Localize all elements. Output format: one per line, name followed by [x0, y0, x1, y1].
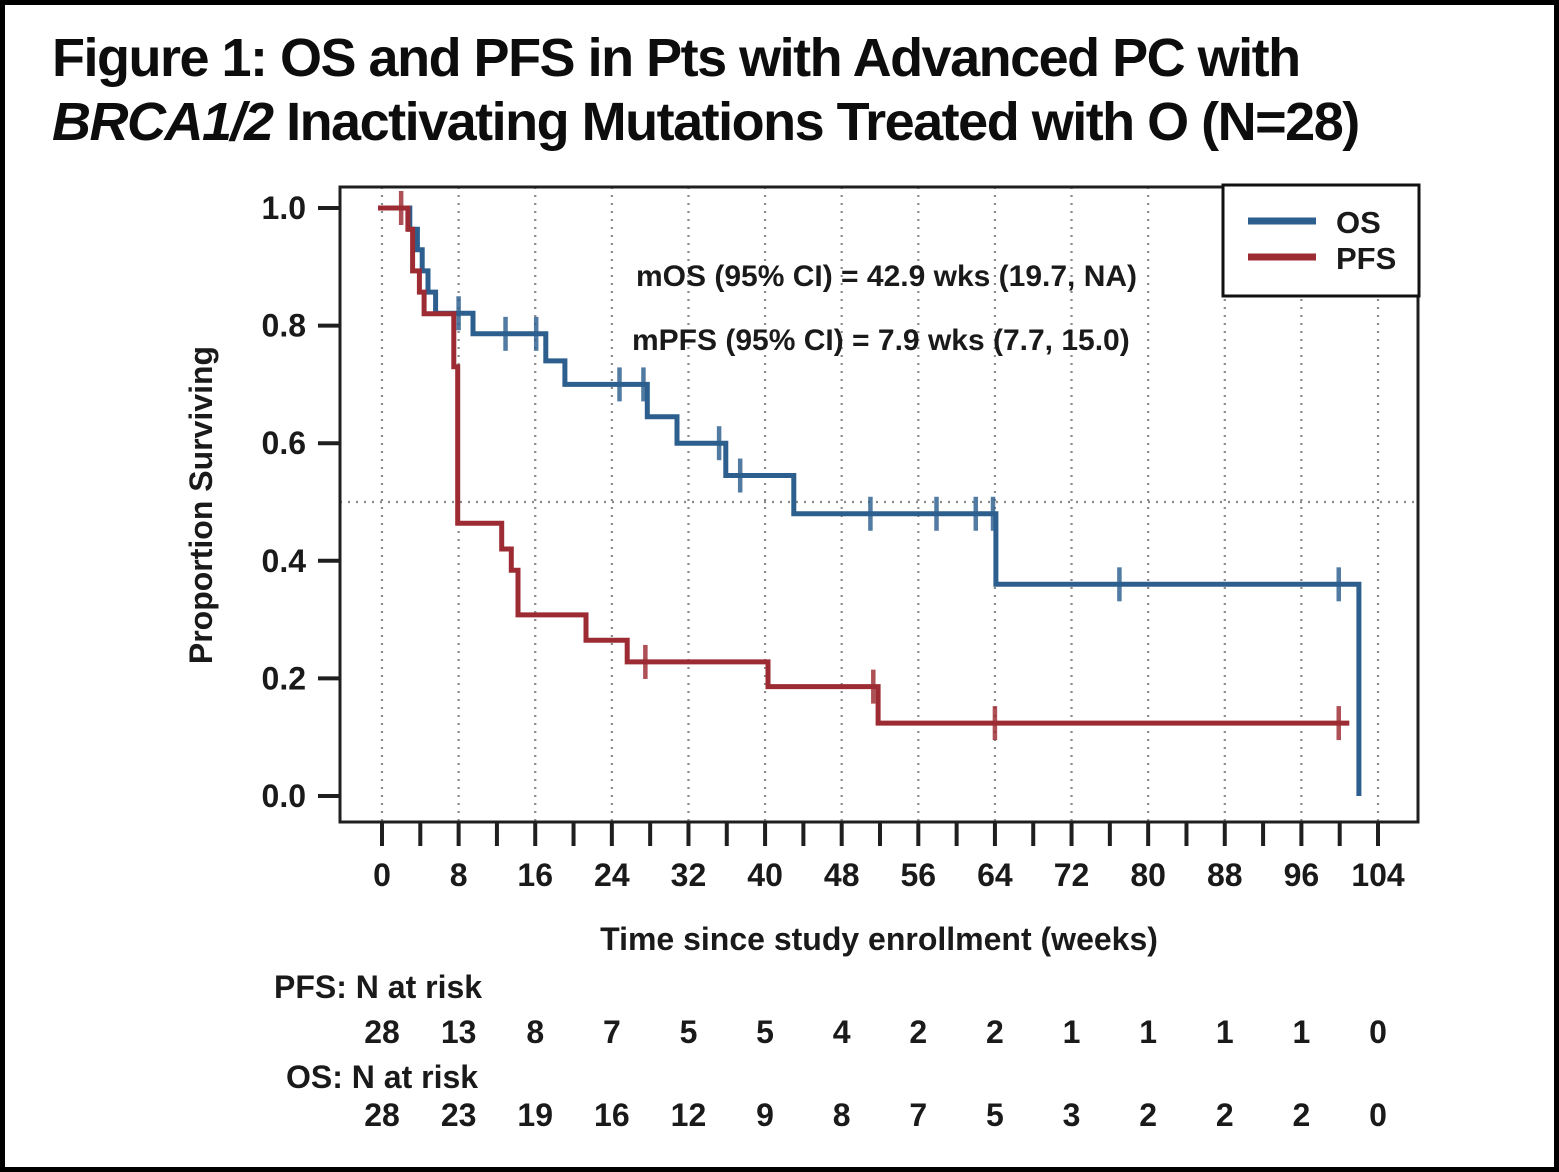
y-tick-label: 1.0 — [262, 190, 306, 226]
x-tick-label: 88 — [1207, 857, 1243, 893]
risk-count: 0 — [1369, 1097, 1387, 1133]
risk-count: 0 — [1369, 1014, 1387, 1050]
risk-count: 1 — [1139, 1014, 1157, 1050]
x-tick-label: 0 — [373, 857, 391, 893]
pfs-step-line — [378, 205, 1350, 726]
risk-count: 7 — [603, 1014, 621, 1050]
x-axis: 0 8 16 24 32 40 48 56 64 72 80 88 96 104 — [373, 822, 1405, 893]
pfs-curve — [378, 191, 1350, 741]
risk-count: 8 — [833, 1097, 851, 1133]
legend-box — [1221, 183, 1421, 298]
x-tick-label: 64 — [977, 857, 1013, 893]
x-tick-label: 24 — [594, 857, 630, 893]
y-tick-label: 0.4 — [262, 543, 307, 579]
x-tick-label: 104 — [1351, 857, 1405, 893]
risk-count: 7 — [909, 1097, 927, 1133]
legend-label-pfs: PFS — [1336, 241, 1396, 276]
risk-count: 9 — [756, 1097, 774, 1133]
figure-title-line2: BRCA1/2 Inactivating Mutations Treated w… — [52, 92, 1360, 152]
y-tick-label: 0.0 — [262, 778, 306, 814]
risk-row-label-pfs: PFS: N at risk — [274, 969, 482, 1005]
risk-row-label-os: OS: N at risk — [286, 1059, 478, 1095]
os-curve — [378, 205, 1362, 796]
y-tick-label: 0.6 — [262, 425, 306, 461]
risk-count: 8 — [526, 1014, 544, 1050]
risk-count: 5 — [680, 1014, 698, 1050]
gene-name-italic: BRCA1/2 — [52, 92, 274, 152]
risk-count: 16 — [594, 1097, 630, 1133]
risk-count: 19 — [517, 1097, 553, 1133]
x-tick-label: 8 — [450, 857, 468, 893]
x-axis-title: Time since study enrollment (weeks) — [600, 921, 1158, 957]
risk-count: 2 — [1139, 1097, 1157, 1133]
mos-annotation: mOS (95% CI) = 42.9 wks (19.7, NA) — [636, 260, 1137, 293]
risk-count: 2 — [1216, 1097, 1234, 1133]
y-tick-label: 0.2 — [262, 660, 306, 696]
x-tick-label: 16 — [517, 857, 553, 893]
risk-count: 12 — [671, 1097, 707, 1133]
risk-count: 2 — [986, 1014, 1004, 1050]
risk-count: 4 — [833, 1014, 851, 1050]
os-step-line — [378, 205, 1362, 796]
mpfs-annotation: mPFS (95% CI) = 7.9 wks (7.7, 15.0) — [632, 324, 1130, 357]
risk-count: 1 — [1216, 1014, 1234, 1050]
risk-count: 28 — [364, 1097, 400, 1133]
x-tick-label: 56 — [901, 857, 937, 893]
x-tick-label: 80 — [1130, 857, 1166, 893]
risk-count: 1 — [1063, 1014, 1081, 1050]
y-axis: 1.0 0.8 0.6 0.4 0.2 0.0 — [262, 190, 340, 814]
x-tick-label: 72 — [1054, 857, 1090, 893]
x-tick-label: 48 — [824, 857, 860, 893]
risk-count: 5 — [986, 1097, 1004, 1133]
legend-label-os: OS — [1336, 205, 1381, 240]
risk-count: 2 — [1292, 1097, 1310, 1133]
y-tick-label: 0.8 — [262, 308, 306, 344]
risk-count: 5 — [756, 1014, 774, 1050]
x-tick-label: 32 — [671, 857, 707, 893]
figure-title-line1: Figure 1: OS and PFS in Pts with Advance… — [52, 28, 1301, 88]
y-axis-title: Proportion Surviving — [183, 346, 219, 664]
risk-count: 1 — [1292, 1014, 1310, 1050]
x-tick-label: 96 — [1284, 857, 1320, 893]
risk-count: 28 — [364, 1014, 400, 1050]
x-tick-label: 40 — [747, 857, 783, 893]
figure-title: Figure 1: OS and PFS in Pts with Advance… — [52, 26, 1522, 154]
median-annotations: mOS (95% CI) = 42.9 wks (19.7, NA) mPFS (… — [632, 260, 1137, 357]
risk-count: 23 — [441, 1097, 477, 1133]
risk-count: 2 — [909, 1014, 927, 1050]
risk-count: 3 — [1063, 1097, 1081, 1133]
risk-count: 13 — [441, 1014, 477, 1050]
